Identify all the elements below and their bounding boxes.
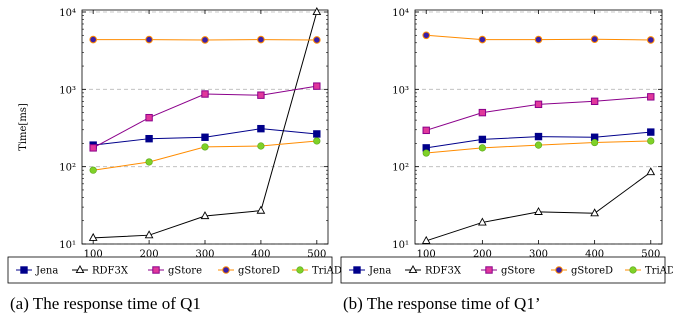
point-gstore <box>534 100 543 109</box>
point-rdf3x <box>534 206 543 215</box>
point-rdf3x <box>144 230 154 239</box>
point-rdf3x <box>200 211 210 220</box>
point-gstore <box>478 108 487 117</box>
point-rdf3x <box>646 167 656 176</box>
point-rdf3x <box>256 205 266 214</box>
series-line-rdf3x <box>93 11 318 239</box>
legend-label: Jena <box>368 266 391 277</box>
series-line-rdf3x <box>426 171 652 242</box>
point-gstore <box>257 91 265 99</box>
legend-marker <box>152 266 160 274</box>
point-jena <box>201 133 209 141</box>
x-tick-label: 300 <box>529 249 548 260</box>
point-gstored <box>257 35 265 44</box>
y-tick-label: 10¹ <box>59 240 76 251</box>
chart-b: 10¹10²10³10⁴100200300400500The number of… <box>340 8 673 284</box>
point-triad <box>201 143 209 151</box>
point-rdf3x <box>590 208 599 217</box>
plot-frame <box>81 9 329 245</box>
point-gstore <box>422 126 430 135</box>
point-gstore <box>590 97 599 106</box>
legend-box <box>340 256 666 284</box>
point-jena <box>478 135 487 144</box>
x-tick-label: 200 <box>140 249 159 260</box>
y-axis-label: Time[ms] <box>18 103 29 151</box>
point-jena <box>647 128 655 136</box>
legend-label: TriAD <box>312 266 342 277</box>
y-tick-label: 10³ <box>392 85 409 96</box>
x-tick-label: 500 <box>307 249 326 260</box>
y-tick-label: 10⁴ <box>59 8 76 19</box>
x-tick-label: 400 <box>585 249 604 260</box>
point-gstore <box>89 144 97 152</box>
x-tick-label: 500 <box>641 249 660 260</box>
caption-a: (a) The response time of Q1 <box>10 294 201 313</box>
legend-marker <box>222 266 230 274</box>
point-jena <box>313 130 321 138</box>
legend-label: Jena <box>35 266 58 277</box>
point-jena <box>257 124 265 133</box>
y-tick-label: 10² <box>59 163 76 174</box>
x-tick-label: 100 <box>84 249 103 260</box>
point-gstored <box>89 35 97 44</box>
x-tick-label: 400 <box>251 249 270 260</box>
point-gstored <box>646 36 655 44</box>
x-tick-label: 300 <box>195 249 214 260</box>
y-tick-label: 10¹ <box>392 240 409 251</box>
legend: Jena RDF3X gStore gStoreD TriAD <box>340 256 673 284</box>
x-tick-label: 100 <box>417 249 436 260</box>
point-gstored <box>313 36 321 44</box>
y-tick-label: 10⁴ <box>392 8 409 19</box>
point-triad <box>89 166 97 174</box>
point-triad <box>647 137 655 145</box>
point-triad <box>422 149 430 157</box>
legend: Jena RDF3X gStore gStoreD TriAD <box>7 256 342 284</box>
legend-label: RDF3X <box>92 266 129 277</box>
point-triad <box>534 141 543 149</box>
legend-label: RDF3X <box>425 266 462 277</box>
point-gstore <box>145 113 153 122</box>
caption-b: (b) The response time of Q1’ <box>343 294 541 313</box>
point-rdf3x <box>421 235 431 244</box>
legend-label: gStoreD <box>571 266 613 277</box>
legend-box <box>7 256 333 284</box>
legend-marker <box>408 265 418 274</box>
point-triad <box>478 144 486 152</box>
point-gstored <box>590 35 599 43</box>
point-rdf3x <box>312 7 322 16</box>
legend-marker <box>75 265 85 274</box>
legend-marker <box>629 266 637 274</box>
point-triad <box>591 138 599 147</box>
legend-label: gStoreD <box>238 266 280 277</box>
point-rdf3x <box>88 232 98 241</box>
legend-marker <box>555 266 563 274</box>
x-tick-label: 200 <box>473 249 492 260</box>
chart-a: 10¹10²10³10⁴100200300400500The number of… <box>7 7 342 284</box>
point-triad <box>257 142 265 150</box>
y-tick-label: 10³ <box>59 85 76 96</box>
legend-label: gStore <box>168 266 202 277</box>
legend-marker <box>20 266 28 274</box>
point-gstored <box>422 31 431 40</box>
point-gstored <box>534 35 543 44</box>
point-gstored <box>145 35 153 44</box>
point-triad <box>313 137 321 145</box>
point-rdf3x <box>478 217 487 226</box>
point-triad <box>145 158 153 166</box>
legend-label: gStore <box>501 266 535 277</box>
point-gstore <box>647 93 655 101</box>
legend-label: TriAD <box>645 266 673 277</box>
point-gstored <box>478 35 487 44</box>
point-gstored <box>201 36 209 44</box>
point-jena <box>534 132 543 141</box>
point-gstore <box>313 82 321 90</box>
point-gstore <box>201 90 209 98</box>
legend-marker <box>296 266 304 274</box>
point-jena <box>145 134 153 143</box>
y-tick-label: 10² <box>392 163 409 174</box>
legend-marker <box>485 266 493 274</box>
legend-marker <box>353 266 361 274</box>
